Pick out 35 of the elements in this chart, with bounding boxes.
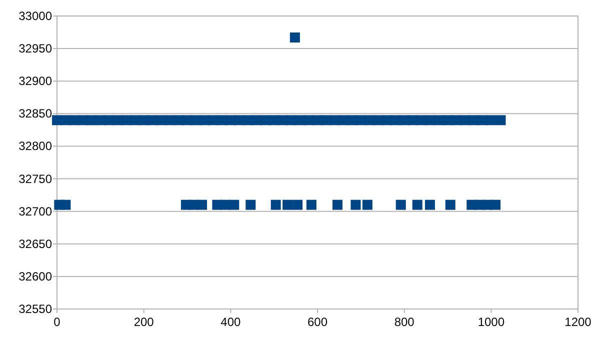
point [396,200,406,210]
point [270,200,281,210]
x-tick-label: 400 [220,315,241,329]
y-tick-label: 32600 [18,269,52,284]
x-tick-label: 200 [134,315,154,329]
point [490,200,501,210]
x-tick-label: 1200 [564,315,592,329]
point [424,200,435,210]
point [445,200,456,210]
y-tick-label: 32800 [18,139,52,154]
y-tick-label: 32550 [18,302,52,316]
x-tick-label: 1000 [478,315,505,329]
point [412,200,422,210]
x-tick-label: 0 [54,315,61,329]
point [362,200,372,210]
point [282,200,293,210]
point [197,200,208,210]
y-tick-label: 32850 [18,106,52,121]
x-tick-label: 800 [394,315,415,329]
y-tick-label: 32750 [18,172,52,186]
y-tick-label: 33000 [18,9,52,23]
point [332,200,342,210]
point [290,32,300,42]
point [292,200,303,210]
point [229,200,240,210]
point [496,115,506,126]
point [60,200,71,210]
point [350,200,361,210]
point [246,200,256,210]
point [306,200,316,210]
y-tick-label: 32700 [18,204,52,218]
x-tick-label: 600 [307,315,328,329]
y-tick-label: 32650 [18,236,52,251]
y-tick-label: 32950 [18,42,52,56]
y-tick-label: 32900 [18,74,52,88]
